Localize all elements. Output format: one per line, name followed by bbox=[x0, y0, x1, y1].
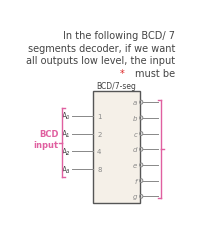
Text: g: g bbox=[133, 194, 137, 200]
Text: input: input bbox=[34, 140, 59, 149]
Text: BCD/7-seg: BCD/7-seg bbox=[97, 82, 136, 91]
Text: all outputs low level, the input: all outputs low level, the input bbox=[26, 56, 175, 66]
Text: A₂: A₂ bbox=[62, 148, 70, 156]
Text: 2: 2 bbox=[97, 131, 101, 137]
Text: b: b bbox=[133, 116, 137, 121]
Text: In the following BCD/ 7: In the following BCD/ 7 bbox=[63, 31, 175, 41]
Text: e: e bbox=[133, 162, 137, 168]
Text: segments decoder, if we want: segments decoder, if we want bbox=[28, 44, 175, 54]
FancyBboxPatch shape bbox=[93, 92, 140, 203]
Text: *: * bbox=[120, 68, 124, 78]
Text: must be: must be bbox=[135, 68, 175, 78]
Text: A₁: A₁ bbox=[62, 130, 70, 138]
Text: 1: 1 bbox=[97, 113, 102, 119]
Text: A₃: A₃ bbox=[62, 165, 70, 174]
Text: 8: 8 bbox=[97, 167, 102, 173]
Text: a: a bbox=[133, 100, 137, 106]
Text: f: f bbox=[135, 178, 137, 184]
Text: d: d bbox=[133, 147, 137, 153]
Text: 4: 4 bbox=[97, 149, 101, 155]
Text: c: c bbox=[134, 131, 137, 137]
Text: A₀: A₀ bbox=[62, 112, 70, 121]
Text: BCD: BCD bbox=[39, 130, 59, 139]
